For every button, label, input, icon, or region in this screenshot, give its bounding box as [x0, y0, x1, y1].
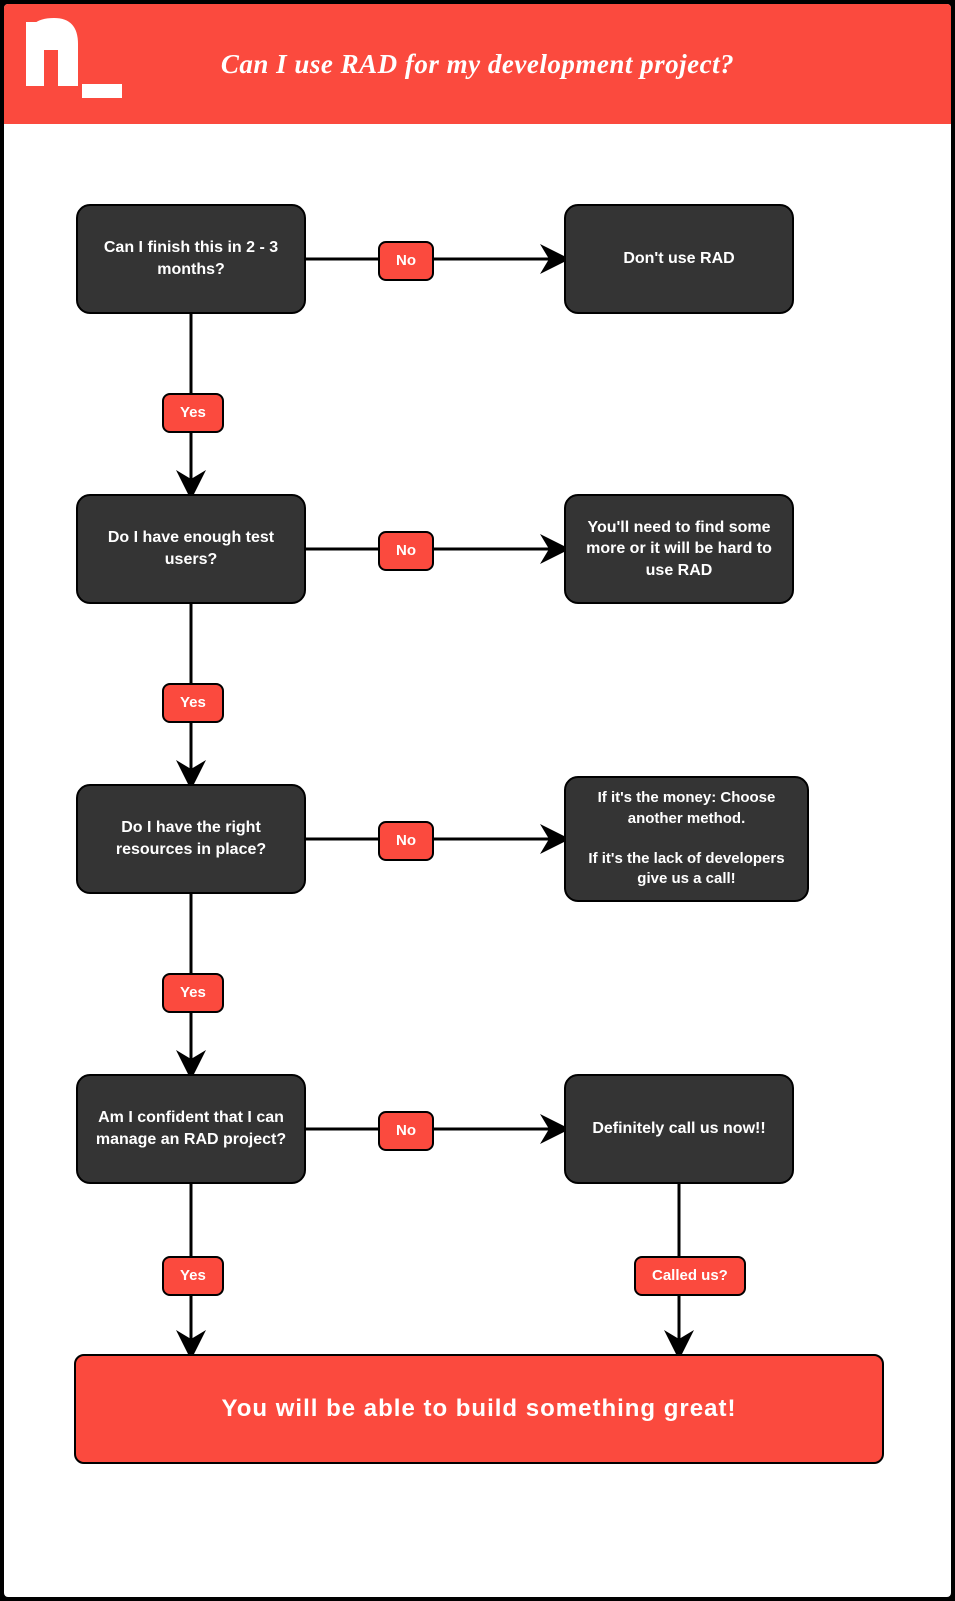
edge-label-yes-4: Yes [162, 1256, 224, 1296]
flowchart-canvas: Can I finish this in 2 - 3 months? Don't… [4, 124, 951, 1597]
frame: Can I use RAD for my development project… [0, 0, 955, 1601]
result-node-1: Don't use RAD [564, 204, 794, 314]
edge-label-yes-2: Yes [162, 683, 224, 723]
question-node-2: Do I have enough test users? [76, 494, 306, 604]
edge-label-yes-1: Yes [162, 393, 224, 433]
edge-label-no-1: No [378, 241, 434, 281]
page-title: Can I use RAD for my development project… [4, 49, 951, 80]
result-node-2: You'll need to find some more or it will… [564, 494, 794, 604]
edge-label-no-2: No [378, 531, 434, 571]
edge-label-yes-3: Yes [162, 973, 224, 1013]
question-node-1: Can I finish this in 2 - 3 months? [76, 204, 306, 314]
header: Can I use RAD for my development project… [4, 4, 951, 124]
edge-label-called: Called us? [634, 1256, 746, 1296]
question-node-4: Am I confident that I can manage an RAD … [76, 1074, 306, 1184]
result-node-4: Definitely call us now!! [564, 1074, 794, 1184]
result-node-3: If it's the money: Choose another method… [564, 776, 809, 902]
question-node-3: Do I have the right resources in place? [76, 784, 306, 894]
logo [16, 6, 136, 111]
edge-label-no-3: No [378, 821, 434, 861]
edge-label-no-4: No [378, 1111, 434, 1151]
final-node: You will be able to build something grea… [74, 1354, 884, 1464]
